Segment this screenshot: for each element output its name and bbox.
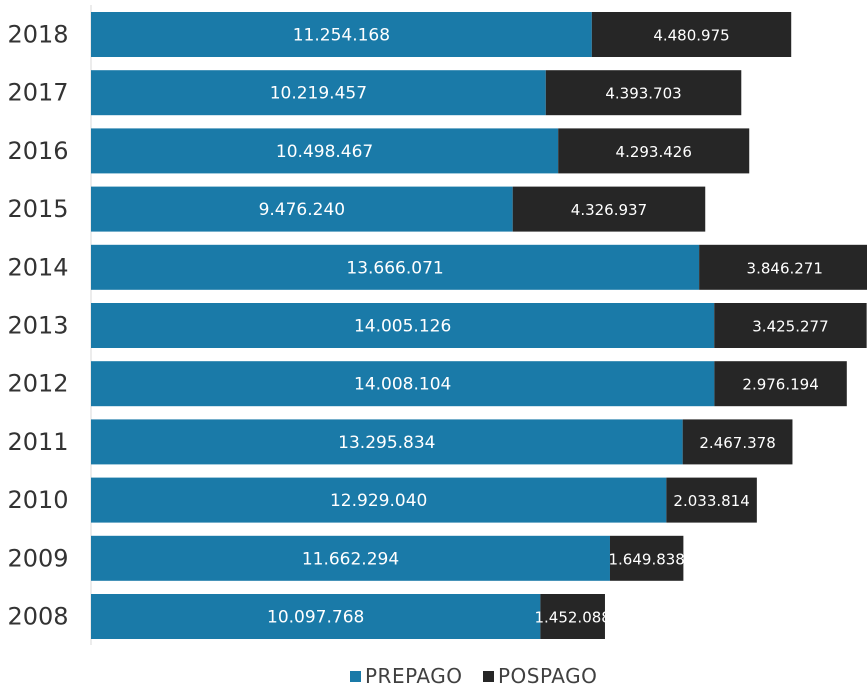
legend-swatch — [483, 671, 494, 682]
legend: PREPAGO POSPAGO — [350, 664, 597, 688]
data-label-pospago: 4.393.703 — [605, 85, 681, 103]
data-label-pospago: 2.467.378 — [699, 434, 775, 452]
category-label: 2018 — [7, 21, 68, 49]
bar-prepago — [91, 361, 715, 407]
bar-pospago — [545, 70, 742, 116]
data-label-pospago: 4.293.426 — [616, 143, 692, 161]
bar-pospago — [699, 244, 867, 290]
data-label-pospago: 2.033.814 — [673, 492, 749, 510]
bar-prepago — [91, 186, 513, 232]
data-label-prepago: 10.498.467 — [276, 142, 373, 162]
bar-prepago — [91, 303, 715, 348]
bar-prepago — [91, 70, 546, 116]
bar-prepago — [91, 128, 559, 174]
data-label-prepago: 14.008.104 — [354, 375, 451, 395]
labels-layer: 2018 11.254.168 4.480.975 2017 10.219.457 4.3… — [7, 21, 828, 631]
data-label-prepago: 11.662.294 — [302, 549, 399, 569]
data-label-pospago: 4.326.937 — [571, 201, 647, 219]
data-label-prepago: 10.097.768 — [267, 608, 364, 628]
bar-prepago — [91, 12, 592, 57]
bar-prepago — [91, 535, 610, 581]
bar-prepago — [91, 594, 541, 639]
category-label: 2017 — [7, 79, 68, 107]
data-label-pospago: 4.480.975 — [653, 27, 729, 45]
data-label-prepago: 13.666.071 — [346, 258, 443, 278]
category-label: 2008 — [7, 603, 68, 631]
bar-pospago — [714, 303, 867, 348]
category-label: 2014 — [7, 253, 68, 281]
bar-prepago — [91, 419, 683, 465]
category-label: 2009 — [7, 544, 68, 572]
category-label: 2010 — [7, 486, 68, 514]
data-label-pospago: 3.425.277 — [752, 318, 828, 336]
category-label: 2011 — [7, 428, 68, 456]
bar-prepago — [91, 244, 700, 290]
data-label-prepago: 11.254.168 — [293, 26, 390, 46]
category-label: 2012 — [7, 370, 68, 398]
bar-pospago — [682, 419, 793, 465]
bar-pospago — [558, 128, 750, 174]
bar-pospago — [591, 12, 792, 57]
bar-pospago — [540, 594, 605, 639]
bar-pospago — [666, 477, 757, 523]
category-label: 2015 — [7, 195, 68, 223]
bars-layer — [90, 5, 867, 645]
legend-swatch — [350, 671, 361, 682]
data-label-pospago: 1.649.838 — [609, 550, 685, 568]
data-label-pospago: 3.846.271 — [747, 259, 823, 277]
bar-pospago — [609, 535, 684, 581]
bar-prepago — [91, 477, 667, 523]
bar-pospago — [714, 361, 847, 407]
category-label: 2016 — [7, 137, 68, 165]
legend-label: PREPAGO — [365, 664, 462, 688]
data-label-prepago: 10.219.457 — [270, 84, 367, 104]
legend-label: POSPAGO — [498, 664, 597, 688]
bar-pospago — [512, 186, 706, 232]
data-label-prepago: 13.295.834 — [338, 433, 435, 453]
category-label: 2013 — [7, 312, 68, 340]
data-label-pospago: 1.452.088 — [534, 609, 610, 627]
data-label-pospago: 2.976.194 — [742, 376, 818, 394]
data-label-prepago: 12.929.040 — [330, 491, 427, 511]
data-label-prepago: 14.005.126 — [354, 317, 451, 337]
data-label-prepago: 9.476.240 — [259, 200, 346, 220]
